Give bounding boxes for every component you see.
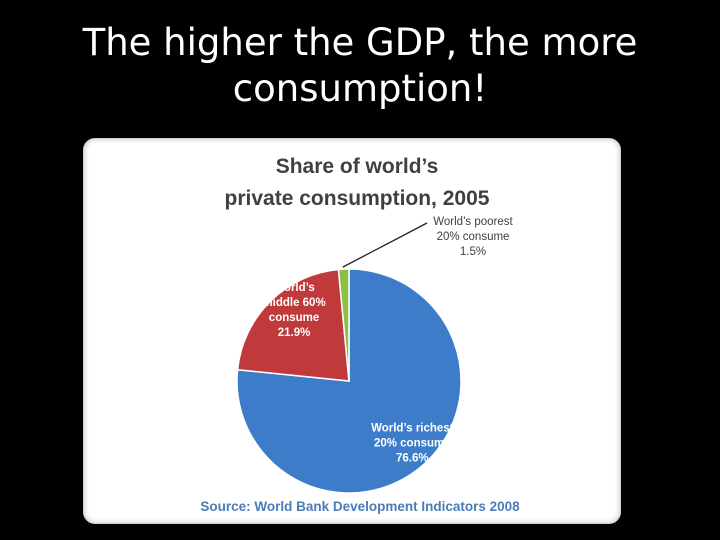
slide-title-line-2: consumption! xyxy=(232,67,488,110)
callout-leader-line xyxy=(342,222,428,268)
pie-label-middle: World’s middle 60% consume 21.9% xyxy=(262,282,325,339)
pie-slice-middle xyxy=(236,268,350,382)
pie-label-line: 76.6% xyxy=(396,453,429,465)
pie-label-line: consume xyxy=(269,312,320,324)
pie-chart: Share of world’s private consumption, 20… xyxy=(200,155,520,514)
pie-label-line: 20% consume xyxy=(374,438,451,450)
pie-label-richest: World’s richest 20% consume 76.6% xyxy=(371,423,454,465)
slide-title: The higher the GDP, the more consumption… xyxy=(0,20,720,112)
pie-slices xyxy=(236,268,462,494)
pie-label-line: World’s poorest xyxy=(433,216,513,228)
pie-label-line: 1.5% xyxy=(460,246,486,258)
chart-card: Share of world’s private consumption, 20… xyxy=(83,138,621,524)
chart-title-line-2: private consumption, 2005 xyxy=(225,187,490,210)
slide-title-line-1: The higher the GDP, the more xyxy=(82,21,638,64)
pie-label-poorest: World’s poorest 20% consume 1.5% xyxy=(433,216,513,258)
pie-slice-poorest xyxy=(337,268,350,382)
pie-label-line: World’s xyxy=(273,282,315,294)
chart-title-line-1: Share of world’s xyxy=(276,155,439,178)
pie-label-line: 21.9% xyxy=(278,327,311,339)
pie-label-line: 20% consume xyxy=(437,231,510,243)
pie-labels: World’s richest 20% consume 76.6% World’s mi… xyxy=(262,216,513,465)
pie-label-line: World’s richest xyxy=(371,423,454,435)
pie-label-line: middle 60% xyxy=(262,297,325,309)
chart-source: Source: World Bank Development Indicator… xyxy=(200,499,520,514)
